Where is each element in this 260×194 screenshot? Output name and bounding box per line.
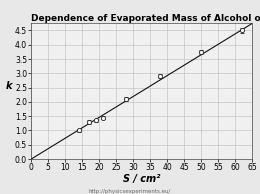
Y-axis label: k: k <box>6 81 12 91</box>
Text: http://physicsexperiments.eu/: http://physicsexperiments.eu/ <box>89 189 171 194</box>
Text: Dependence of Evaporated Mass of Alcohol on Surface Area of Liquid: Dependence of Evaporated Mass of Alcohol… <box>31 14 260 23</box>
X-axis label: S / cm²: S / cm² <box>123 174 160 184</box>
